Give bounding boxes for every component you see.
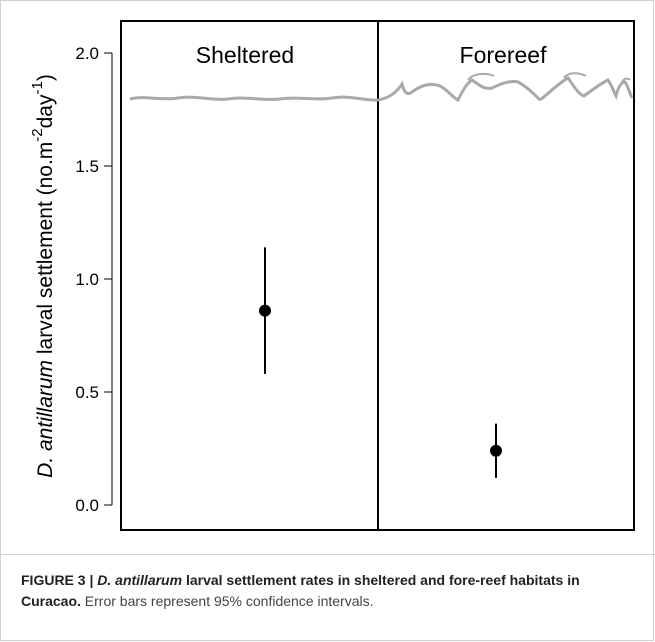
y-axis: 0.0 0.5 1.0 1.5 2.0 [75, 44, 113, 515]
y-axis-label-sup1: -2 [29, 128, 46, 141]
data-marks [259, 247, 502, 478]
wave-line [377, 78, 542, 103]
panel-forereef [377, 20, 635, 531]
chart: Sheltered Forereef 0.0 0.5 1.0 1.5 2.0 D. an… [29, 20, 635, 531]
caption-species: D. antillarum [97, 572, 183, 588]
y-tick-label: 1.5 [75, 157, 99, 176]
y-axis-label-italic: D. antillarum [34, 360, 57, 478]
figure-caption: FIGURE 3 | D. antillarum larval settleme… [21, 570, 636, 612]
y-tick-label: 2.0 [75, 44, 99, 63]
y-axis-label-mid: day [34, 94, 57, 128]
data-point-forereef [490, 444, 502, 457]
panel-label-sheltered: Sheltered [196, 42, 294, 68]
y-axis-label-end: ) [34, 74, 57, 81]
caption-note: Error bars represent 95% confidence inte… [80, 593, 374, 609]
wave-line [539, 76, 634, 102]
caption-separator [0, 554, 655, 555]
wave-curl [467, 72, 631, 83]
caption-title: larval settlement rates in sheltered and… [21, 572, 580, 609]
y-tick-label: 0.5 [75, 383, 99, 402]
y-axis-label-sup2: -1 [29, 81, 46, 94]
y-axis-label: D. antillarum larval settlement (no.m-2d… [29, 74, 57, 478]
y-axis-label-rest: larval settlement (no.m [34, 142, 57, 360]
calm-water-line [129, 95, 379, 102]
data-point-sheltered [259, 304, 271, 317]
y-tick-label: 1.0 [75, 270, 99, 289]
y-tick-label: 0.0 [75, 496, 99, 515]
caption-figure-number: FIGURE 3 | [21, 572, 98, 588]
panel-label-forereef: Forereef [460, 42, 548, 68]
